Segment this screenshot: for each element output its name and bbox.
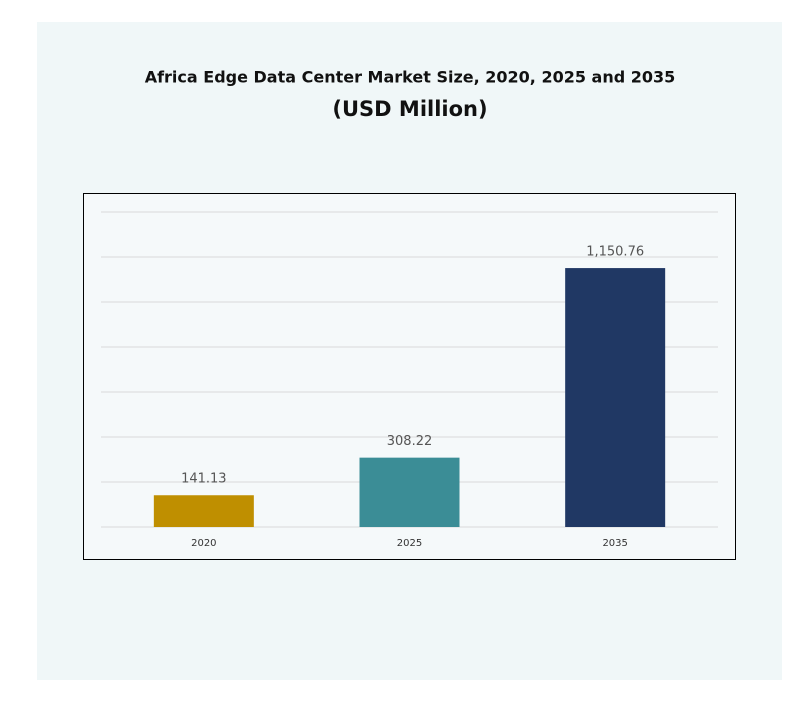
bar: [359, 457, 460, 527]
value-label: 308.22: [387, 434, 433, 449]
chart-title: Africa Edge Data Center Market Size, 202…: [145, 68, 676, 87]
value-label: 1,150.76: [586, 245, 644, 260]
x-tick-label: 2025: [397, 538, 422, 549]
x-tick-label: 2020: [191, 538, 216, 549]
bar: [565, 268, 666, 527]
chart-subtitle: (USD Million): [332, 97, 487, 121]
bar: [153, 495, 254, 527]
x-tick-label: 2035: [602, 538, 627, 549]
value-label: 141.13: [181, 472, 227, 487]
